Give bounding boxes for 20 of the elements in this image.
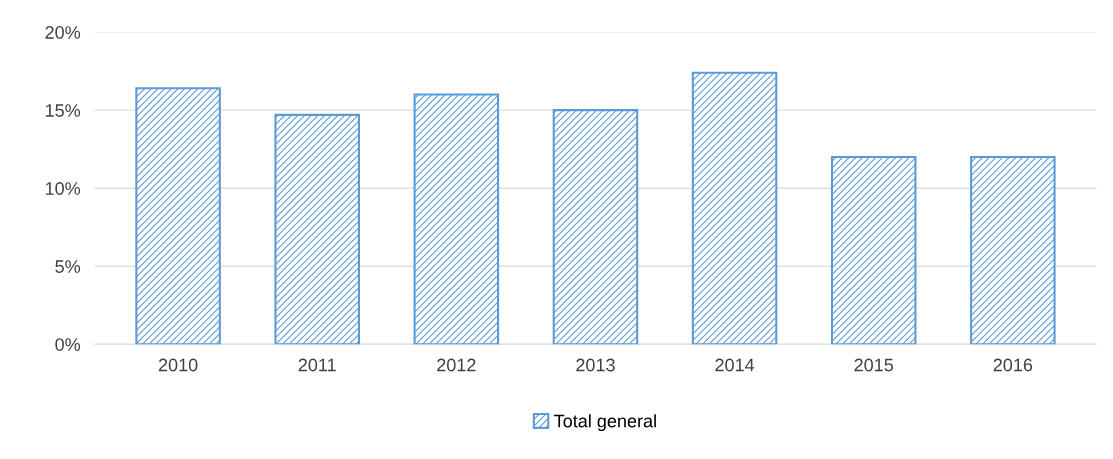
x-tick-label: 2015 <box>854 358 894 372</box>
y-tick-label: 0% <box>55 338 81 351</box>
bar <box>552 109 639 345</box>
x-tick-label: 2013 <box>576 358 615 372</box>
legend-label: Total general <box>554 414 656 431</box>
y-tick-label: 20% <box>45 26 81 39</box>
x-tick-label: 2010 <box>158 358 198 372</box>
x-tick-label: 2011 <box>298 358 336 372</box>
x-tick-label: 2012 <box>437 358 476 372</box>
y-tick-label: 5% <box>55 260 81 273</box>
bar <box>274 113 360 345</box>
bar <box>970 155 1056 345</box>
bar <box>135 87 221 345</box>
bar <box>830 155 917 345</box>
bar <box>691 71 778 345</box>
y-tick-label: 15% <box>45 104 81 117</box>
x-tick-label: 2014 <box>715 358 755 372</box>
x-tick-label: 2016 <box>993 358 1033 372</box>
bar <box>413 93 500 345</box>
y-tick-label: 10% <box>45 182 81 195</box>
